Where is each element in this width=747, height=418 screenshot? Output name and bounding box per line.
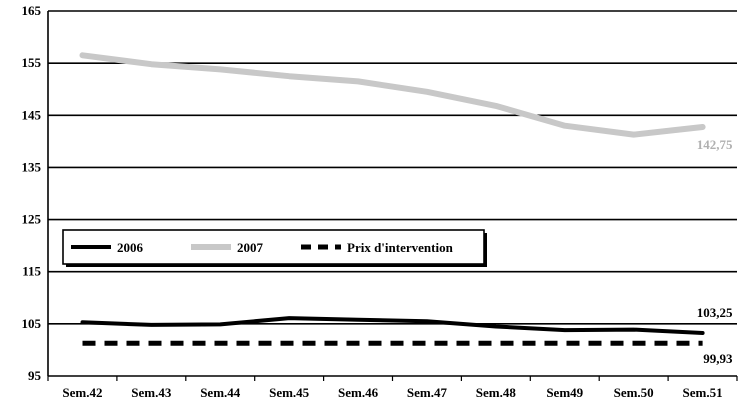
x-tick-label: Sem.46 xyxy=(338,385,379,400)
x-axis-ticks: Sem.42 Sem.43 Sem.44 Sem.45 Sem.46 Sem.47 Sem.… xyxy=(47,376,738,400)
legend-label: Prix d'intervention xyxy=(347,240,454,255)
y-tick-label: 165 xyxy=(22,3,42,18)
legend-label: 2007 xyxy=(237,240,264,255)
series-lines xyxy=(79,52,706,346)
data-labels: 103,25 142,75 99,93 xyxy=(697,137,733,366)
y-tick-label: 145 xyxy=(22,107,42,122)
data-label: 142,75 xyxy=(697,137,733,152)
legend-label: 2006 xyxy=(117,240,144,255)
x-tick-label: Sem.43 xyxy=(131,385,172,400)
series-line-2007 xyxy=(79,52,706,138)
y-tick-label: 125 xyxy=(22,212,42,227)
x-tick-label: Sem.45 xyxy=(269,385,310,400)
series-line-2006 xyxy=(80,316,705,335)
y-tick-label: 95 xyxy=(28,368,42,383)
x-tick-label: Sem.48 xyxy=(476,385,517,400)
legend: 2006 2007 Prix d'intervention xyxy=(62,229,487,267)
legend-box xyxy=(62,229,485,265)
y-axis-ticks: 95 105 115 125 135 145 155 165 xyxy=(22,3,42,383)
y-tick-label: 135 xyxy=(22,159,42,174)
x-tick-label: Sem.44 xyxy=(200,385,241,400)
x-tick-label: Sem.42 xyxy=(62,385,102,400)
y-tick-label: 115 xyxy=(22,264,41,279)
data-label: 103,25 xyxy=(697,305,733,320)
x-tick-label: Sem.51 xyxy=(683,385,723,400)
y-tick-label: 155 xyxy=(22,55,42,70)
data-label: 99,93 xyxy=(703,351,733,366)
x-tick-label: Sem49 xyxy=(546,385,583,400)
y-tick-label: 105 xyxy=(22,316,42,331)
x-tick-label: Sem.47 xyxy=(407,385,448,400)
x-tick-label: Sem.50 xyxy=(614,385,654,400)
